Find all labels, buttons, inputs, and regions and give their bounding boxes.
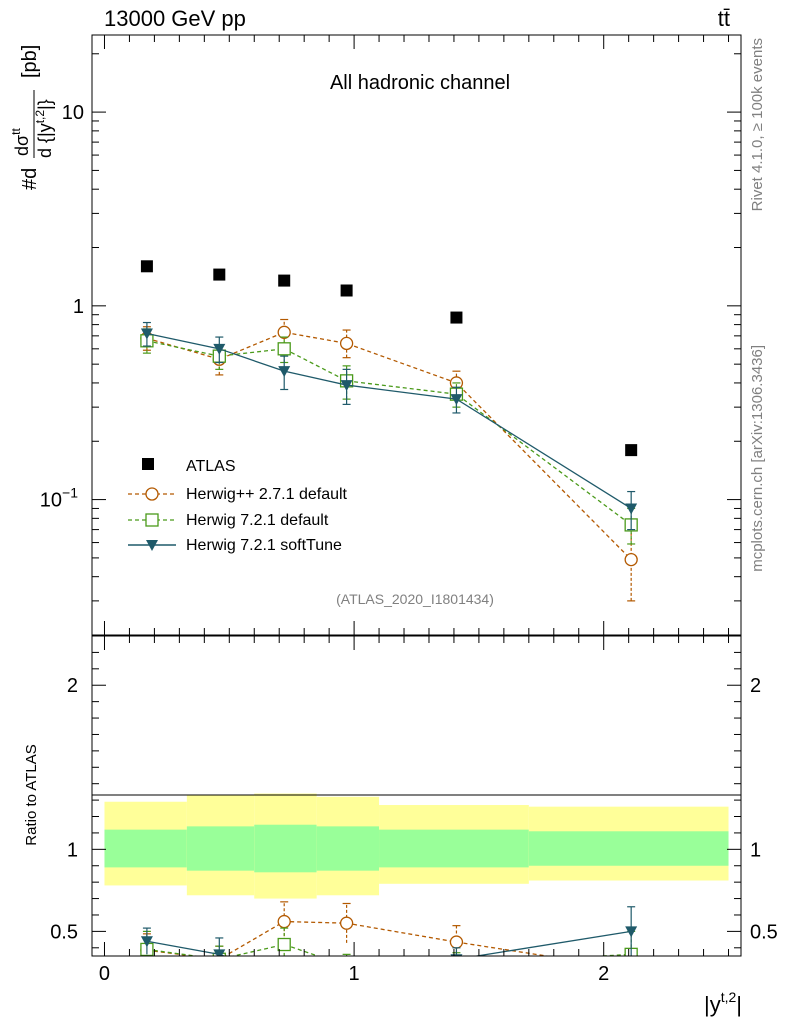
xlabel-post: | — [736, 992, 742, 1017]
xlabel-sup: t,2 — [721, 989, 737, 1005]
ratio-ylabel: Ratio to ATLAS — [23, 744, 40, 845]
ylabel-denominator-sup: t,2 — [33, 110, 47, 124]
ratio-uncertainty-bands — [104, 793, 729, 899]
legend-label-atlas: ATLAS — [186, 458, 236, 475]
ratio-herwigpp-point — [449, 935, 464, 949]
svg-text:#d: #d — [19, 168, 41, 190]
ratio-ytick-label-right: 0.5 — [750, 921, 778, 943]
legend: ATLAS Herwig++ 2.7.1 default Herwig 7.2.… — [128, 458, 348, 554]
svg-text:dσtt: dσtt — [9, 128, 32, 156]
ratio-series-line — [146, 920, 551, 956]
ylabel-numerator: dσ — [12, 135, 32, 156]
atlas-data-point — [625, 444, 638, 457]
ratio-softtune-point — [213, 949, 226, 956]
mcplots-reference-label: mcplots.cern.ch [arXiv:1306.3436] — [749, 345, 766, 572]
ratio-frame — [91, 635, 742, 957]
series-line — [146, 331, 632, 561]
ratio-herwigpp-point — [339, 916, 354, 930]
ylabel-denominator-post: |} — [35, 99, 55, 110]
ylabel-numerator-sup: tt — [9, 128, 23, 135]
plot-title: All hadronic channel — [330, 72, 510, 94]
main-ylabel: #d dσtt d {|yt,2|} [pb] — [9, 45, 55, 190]
atlas-data-point — [278, 274, 291, 287]
ratio-herwig721-point — [450, 958, 462, 970]
softtune-point — [340, 380, 353, 392]
ratio-softtune-point — [140, 936, 153, 948]
ratio-herwig721-point — [277, 937, 291, 952]
legend-marker-atlas — [142, 458, 154, 470]
ratio-ytick-label: 1 — [67, 839, 78, 861]
softtune-point — [213, 343, 226, 355]
softtune-point — [140, 328, 153, 340]
legend-label-herwig721: Herwig 7.2.1 default — [186, 512, 329, 529]
main-axes: 10−1 1 10 — [40, 35, 741, 636]
herwig721-point — [277, 342, 291, 356]
analysis-watermark: (ATLAS_2020_I1801434) — [336, 591, 494, 607]
herwigpp-point — [624, 552, 638, 567]
ratio-band-inner — [254, 824, 317, 873]
ratio-band-inner — [528, 831, 729, 866]
ylabel-unit: [pb] — [19, 45, 41, 78]
legend-label-softtune: Herwig 7.2.1 softTune — [186, 537, 342, 554]
atlas-data-point — [140, 260, 153, 273]
svg-text:d {|yt,2|}: d {|yt,2|} — [33, 99, 55, 158]
ylabel-denominator: d {|y — [35, 123, 55, 158]
ratio-xtick-label: 2 — [598, 963, 609, 985]
main-series-layer — [140, 260, 638, 602]
ratio-ytick-label: 2 — [67, 675, 78, 697]
ratio-xtick-label: 1 — [349, 963, 360, 985]
atlas-data-point — [340, 284, 353, 297]
atlas-data-point — [213, 268, 226, 281]
ratio-herwigpp-point — [277, 914, 291, 929]
header-process-label: tt̄ — [718, 6, 730, 31]
ratio-band-inner — [379, 829, 529, 868]
legend-marker-softtune — [146, 540, 158, 551]
ratio-softtune-point — [278, 972, 290, 983]
atlas-data-point — [450, 311, 463, 324]
ylabel-prefix: #d — [19, 168, 41, 190]
ratio-series-layer — [140, 901, 638, 983]
herwigpp-point — [277, 325, 291, 339]
ratio-band-inner — [186, 826, 255, 871]
ratio-series-line — [146, 930, 632, 956]
ratio-ytick-label-right: 1 — [750, 839, 761, 861]
ratio-band-inner — [316, 826, 380, 871]
legend-marker-herwigpp — [145, 487, 159, 501]
legend-label-herwigpp: Herwig++ 2.7.1 default — [186, 486, 348, 503]
ratio-herwigpp-point — [625, 963, 637, 975]
ratio-axes: 0.5 0.5 1 1 2 2 0 1 2 — [50, 635, 778, 985]
xlabel: |yt,2| — [704, 989, 742, 1017]
ratio-xtick-label: 0 — [99, 963, 110, 985]
ratio-band-inner — [104, 829, 187, 868]
softtune-point — [625, 503, 638, 515]
legend-marker-herwig721 — [145, 513, 159, 527]
header-energy-label: 13000 GeV pp — [104, 6, 246, 31]
series-line — [146, 332, 632, 509]
softtune-point — [450, 394, 463, 406]
main-ytick-label: 10−1 — [40, 485, 78, 512]
main-ytick-label: 1 — [73, 296, 84, 318]
herwigpp-point — [339, 336, 354, 351]
ratio-ytick-label-right: 2 — [750, 675, 761, 697]
xlabel-base: |y — [704, 992, 721, 1017]
ratio-ytick-label: 0.5 — [50, 921, 78, 943]
main-ytick-label: 10 — [62, 102, 84, 124]
softtune-point — [278, 366, 291, 378]
rivet-version-label: Rivet 4.1.0, ≥ 100k events — [749, 38, 766, 211]
ratio-softtune-point — [625, 926, 638, 938]
main-frame — [91, 34, 742, 636]
